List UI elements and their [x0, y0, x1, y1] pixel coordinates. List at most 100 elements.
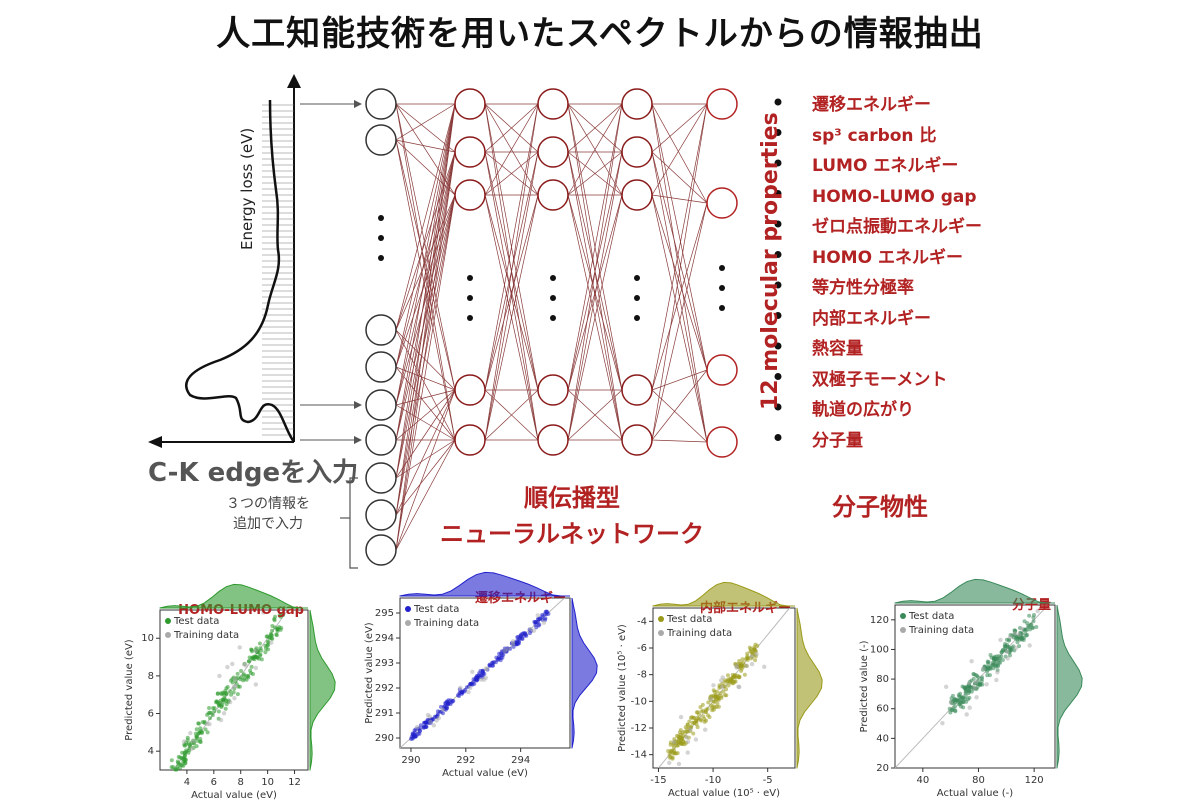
network-edge: [484, 194, 539, 441]
data-point: [198, 736, 203, 741]
network-edge: [567, 103, 623, 441]
network-edge: [651, 194, 708, 371]
ellipsis-dot: [378, 235, 384, 241]
training-point: [973, 679, 979, 685]
network-edge: [395, 103, 456, 141]
marginal-density-right: [796, 607, 823, 769]
network-edge: [395, 103, 456, 391]
data-point: [229, 692, 234, 697]
data-point: [241, 678, 246, 683]
data-point: [972, 672, 977, 677]
data-point: [985, 669, 990, 674]
input-arrows: [300, 100, 362, 444]
data-point: [223, 706, 228, 711]
data-point: [543, 609, 548, 614]
network-edge: [484, 103, 539, 391]
hidden-node: [537, 136, 569, 168]
training-point: [1035, 608, 1040, 614]
bullet-dot: [774, 251, 782, 258]
network-edge: [651, 369, 708, 441]
data-point: [969, 678, 974, 683]
network-edge: [651, 103, 708, 153]
training-point: [431, 723, 437, 728]
network-edge: [395, 366, 456, 441]
y-tick-label: 295: [375, 608, 394, 619]
network-edge: [567, 194, 623, 441]
data-point: [687, 719, 692, 724]
data-point: [723, 693, 728, 698]
data-point: [223, 689, 228, 694]
data-point: [268, 631, 273, 636]
extra-info-line-2: 追加で入力: [233, 516, 303, 532]
network-edge: [651, 151, 708, 204]
training-point: [230, 661, 235, 667]
training-point: [225, 664, 230, 670]
x-tick-label: -5: [763, 775, 773, 786]
page-title: 人工知能技術を用いたスペクトルからの情報抽出: [216, 14, 984, 54]
data-point: [516, 635, 521, 640]
network-edge: [395, 389, 456, 406]
data-point: [948, 710, 953, 715]
data-point: [244, 677, 249, 682]
training-point: [974, 695, 979, 700]
data-point: [281, 612, 286, 617]
input-node: [365, 534, 397, 566]
data-point: [986, 659, 991, 664]
legend-label: Test data: [666, 614, 712, 625]
marginal-density-top: [159, 583, 308, 609]
data-point: [209, 711, 214, 716]
input-node: [365, 462, 397, 494]
training-point: [221, 711, 227, 716]
network-edge: [395, 151, 456, 441]
data-point: [747, 645, 752, 650]
network-edge: [395, 151, 456, 516]
data-point: [220, 703, 225, 708]
ellipsis-dot: [634, 275, 640, 281]
training-point: [719, 684, 725, 690]
x-tick-label: 80: [972, 775, 985, 786]
data-point: [178, 765, 183, 770]
network-edge: [651, 439, 708, 443]
data-point: [250, 671, 255, 676]
data-point: [198, 729, 203, 734]
training-point: [672, 739, 677, 745]
x-tick-label: 4: [184, 777, 190, 788]
data-point: [678, 732, 683, 737]
data-point: [704, 707, 709, 712]
data-point: [1015, 640, 1020, 645]
marginal-density-top: [652, 581, 795, 607]
data-point: [726, 683, 731, 688]
training-point: [711, 683, 716, 688]
data-point: [1028, 627, 1033, 632]
data-point: [235, 692, 240, 697]
data-point: [1007, 653, 1012, 658]
training-point: [466, 689, 471, 695]
training-point: [1007, 634, 1013, 640]
input-node: [365, 389, 397, 421]
training-point: [684, 735, 689, 740]
properties-heading: 分子物性: [832, 493, 928, 521]
training-point: [478, 677, 484, 682]
data-point: [417, 731, 422, 736]
data-point: [185, 735, 190, 740]
input-arrowhead: [354, 436, 362, 444]
hidden-node: [454, 179, 486, 211]
network-edge: [651, 194, 708, 204]
y-tick-label: 60: [876, 704, 889, 715]
y-tick-label: 6: [148, 709, 154, 720]
data-point: [691, 731, 696, 736]
legend-marker: [900, 613, 906, 619]
x-tick-label: 294: [511, 755, 530, 766]
training-point: [948, 700, 954, 705]
data-point: [205, 712, 210, 717]
training-point: [693, 737, 699, 742]
training-point: [685, 750, 690, 755]
data-point: [241, 672, 246, 677]
training-point: [749, 654, 755, 659]
y-axis-label: Predicted value (eV): [364, 622, 375, 724]
property-item: 熱容量: [812, 339, 863, 359]
network-edge: [395, 151, 456, 406]
training-point: [744, 663, 749, 669]
hidden-node: [537, 424, 569, 456]
training-point: [440, 707, 445, 712]
